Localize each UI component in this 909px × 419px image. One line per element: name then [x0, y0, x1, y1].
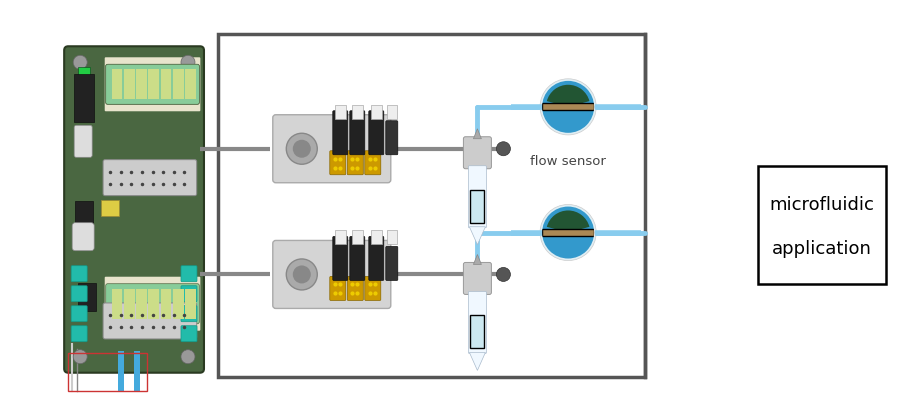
Bar	[75, 201, 94, 229]
Circle shape	[74, 55, 87, 69]
Text: flow sensor: flow sensor	[530, 155, 606, 168]
Bar	[134, 351, 140, 391]
Bar	[161, 289, 172, 319]
FancyBboxPatch shape	[71, 306, 87, 322]
FancyBboxPatch shape	[71, 286, 87, 302]
FancyBboxPatch shape	[365, 151, 381, 175]
FancyBboxPatch shape	[470, 316, 484, 349]
FancyBboxPatch shape	[347, 277, 364, 300]
Bar	[136, 69, 147, 99]
Bar	[173, 289, 184, 319]
FancyBboxPatch shape	[542, 229, 594, 236]
Circle shape	[181, 350, 195, 364]
FancyBboxPatch shape	[464, 262, 492, 295]
FancyBboxPatch shape	[385, 121, 398, 155]
Bar	[371, 105, 382, 119]
FancyBboxPatch shape	[347, 151, 364, 175]
Circle shape	[542, 207, 594, 259]
Circle shape	[74, 350, 87, 364]
FancyBboxPatch shape	[71, 326, 87, 342]
Bar	[335, 230, 345, 244]
Polygon shape	[474, 129, 482, 139]
FancyBboxPatch shape	[273, 115, 391, 183]
Wedge shape	[547, 85, 589, 107]
FancyBboxPatch shape	[105, 57, 200, 111]
Bar	[758, 166, 886, 284]
Bar	[101, 200, 119, 216]
FancyBboxPatch shape	[75, 125, 92, 157]
FancyBboxPatch shape	[105, 284, 199, 324]
FancyBboxPatch shape	[470, 190, 484, 223]
Bar	[118, 351, 125, 391]
Circle shape	[540, 204, 596, 261]
FancyBboxPatch shape	[330, 277, 345, 300]
FancyBboxPatch shape	[181, 306, 197, 322]
Circle shape	[293, 140, 311, 158]
Circle shape	[293, 266, 311, 283]
Bar	[185, 289, 195, 319]
Bar	[112, 289, 123, 319]
Bar	[161, 69, 172, 99]
Circle shape	[181, 55, 195, 69]
Bar	[387, 105, 397, 119]
Bar	[352, 105, 363, 119]
Circle shape	[496, 142, 511, 156]
Circle shape	[496, 267, 511, 282]
Circle shape	[542, 81, 594, 133]
Circle shape	[540, 79, 596, 135]
FancyBboxPatch shape	[369, 111, 384, 155]
Polygon shape	[469, 227, 485, 245]
Bar	[124, 289, 135, 319]
FancyBboxPatch shape	[72, 223, 95, 251]
FancyBboxPatch shape	[103, 160, 196, 196]
Circle shape	[286, 259, 317, 290]
Bar	[387, 230, 397, 244]
FancyBboxPatch shape	[385, 246, 398, 280]
Polygon shape	[474, 254, 482, 264]
FancyBboxPatch shape	[71, 266, 87, 282]
FancyBboxPatch shape	[273, 241, 391, 308]
FancyBboxPatch shape	[181, 286, 197, 302]
Bar	[124, 69, 135, 99]
Bar	[218, 34, 645, 377]
FancyBboxPatch shape	[542, 103, 594, 111]
FancyBboxPatch shape	[468, 292, 486, 354]
Bar	[68, 353, 147, 391]
Bar	[371, 230, 382, 244]
FancyBboxPatch shape	[181, 326, 197, 342]
Text: microfluidic: microfluidic	[770, 196, 874, 214]
FancyBboxPatch shape	[350, 236, 365, 280]
FancyBboxPatch shape	[105, 64, 199, 104]
FancyBboxPatch shape	[464, 137, 492, 169]
FancyBboxPatch shape	[350, 111, 365, 155]
FancyBboxPatch shape	[333, 236, 348, 280]
FancyBboxPatch shape	[105, 277, 200, 331]
Bar	[352, 230, 363, 244]
FancyBboxPatch shape	[103, 303, 196, 339]
Bar	[173, 69, 184, 99]
Wedge shape	[547, 210, 589, 233]
Bar	[335, 105, 345, 119]
Bar	[148, 69, 159, 99]
FancyBboxPatch shape	[369, 236, 384, 280]
Polygon shape	[469, 352, 485, 370]
FancyBboxPatch shape	[365, 277, 381, 300]
FancyBboxPatch shape	[181, 266, 197, 282]
FancyBboxPatch shape	[65, 46, 204, 373]
FancyBboxPatch shape	[330, 151, 345, 175]
Bar	[185, 69, 195, 99]
FancyBboxPatch shape	[333, 111, 348, 155]
Bar	[75, 74, 95, 122]
Circle shape	[286, 133, 317, 164]
Bar	[148, 289, 159, 319]
Text: application: application	[772, 240, 872, 258]
Bar	[136, 289, 147, 319]
Bar	[78, 283, 96, 311]
FancyBboxPatch shape	[468, 166, 486, 228]
Bar	[112, 69, 123, 99]
Bar	[78, 67, 90, 92]
